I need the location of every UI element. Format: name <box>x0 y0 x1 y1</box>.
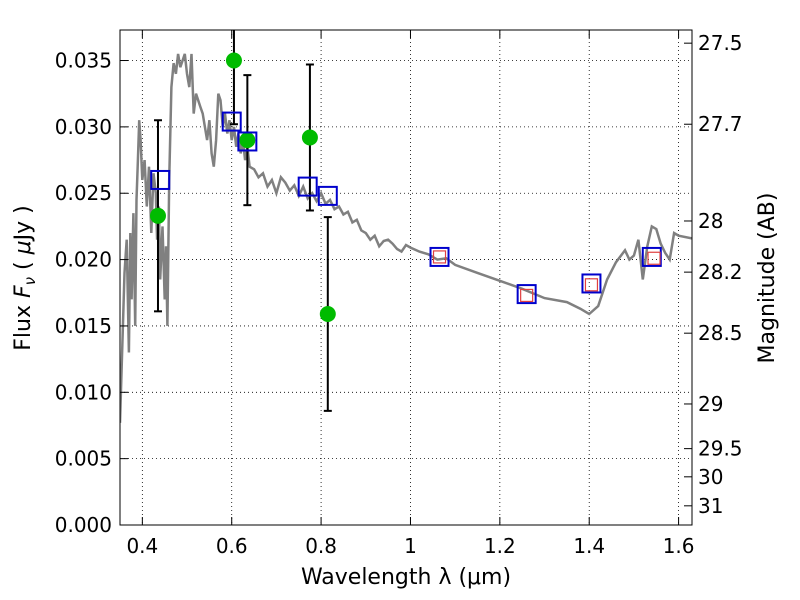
mag-tick-label: 30 <box>698 465 723 489</box>
x-tick-label: 0.6 <box>216 534 248 558</box>
mag-tick-label: 31 <box>698 494 723 518</box>
model-square-blue <box>297 176 318 197</box>
x-tick-label: 1.4 <box>573 534 605 558</box>
observed-point <box>149 207 166 224</box>
model-square-blue <box>429 246 450 267</box>
y-axis-right-label: Magnitude (AB) <box>755 193 780 364</box>
mag-tick-label: 28.2 <box>698 260 743 284</box>
y-tick-label: 0.025 <box>55 181 112 205</box>
plot-frame <box>119 29 693 526</box>
y-tick-label: 0.010 <box>55 380 112 404</box>
y-tick-label: 0.015 <box>55 314 112 338</box>
x-axis-label: Wavelength λ (μm) <box>301 565 511 590</box>
model-square-blue <box>237 131 258 152</box>
model-square-red <box>584 278 599 292</box>
model-square-blue <box>516 284 537 305</box>
data-series <box>120 30 692 423</box>
mag-tick-label: 27.7 <box>698 112 743 136</box>
model-square-blue <box>150 169 171 190</box>
observed-point <box>319 305 336 322</box>
model-square-blue <box>581 273 602 294</box>
model-square-red <box>432 250 447 264</box>
observed-point <box>239 132 256 149</box>
y-tick-label: 0.030 <box>55 115 112 139</box>
observed-point <box>301 129 318 146</box>
model-square-red <box>647 251 661 265</box>
y-axis-label: Flux Fν ( μJy ) <box>11 205 39 350</box>
y-tick-label: 0.005 <box>55 447 112 471</box>
x-tick-label: 1 <box>404 534 417 558</box>
model-square-blue <box>317 185 338 206</box>
y-tick-label: 0.035 <box>55 49 112 73</box>
model-square-red <box>520 288 534 303</box>
mag-tick-label: 29.5 <box>698 437 743 461</box>
x-tick-label: 1.2 <box>484 534 516 558</box>
x-tick-label: 0.4 <box>126 534 158 558</box>
x-tick-label: 1.6 <box>663 534 695 558</box>
mag-tick-label: 27.5 <box>698 31 743 55</box>
model-square-blue <box>221 111 242 132</box>
mag-tick-label: 28 <box>698 209 723 233</box>
mag-tick-label: 28.5 <box>698 321 743 345</box>
observed-point <box>225 52 242 69</box>
y-tick-label: 0.000 <box>55 513 112 537</box>
model-square-blue <box>641 246 662 267</box>
axes: 0.4 0.6 0.8 1 1.2 1.4 1.6 0.000 0.005 0.010 0.015 0… <box>55 30 743 558</box>
mag-tick-label: 29 <box>698 392 723 416</box>
x-tick-label: 0.8 <box>305 534 337 558</box>
y-tick-label: 0.020 <box>55 248 112 272</box>
